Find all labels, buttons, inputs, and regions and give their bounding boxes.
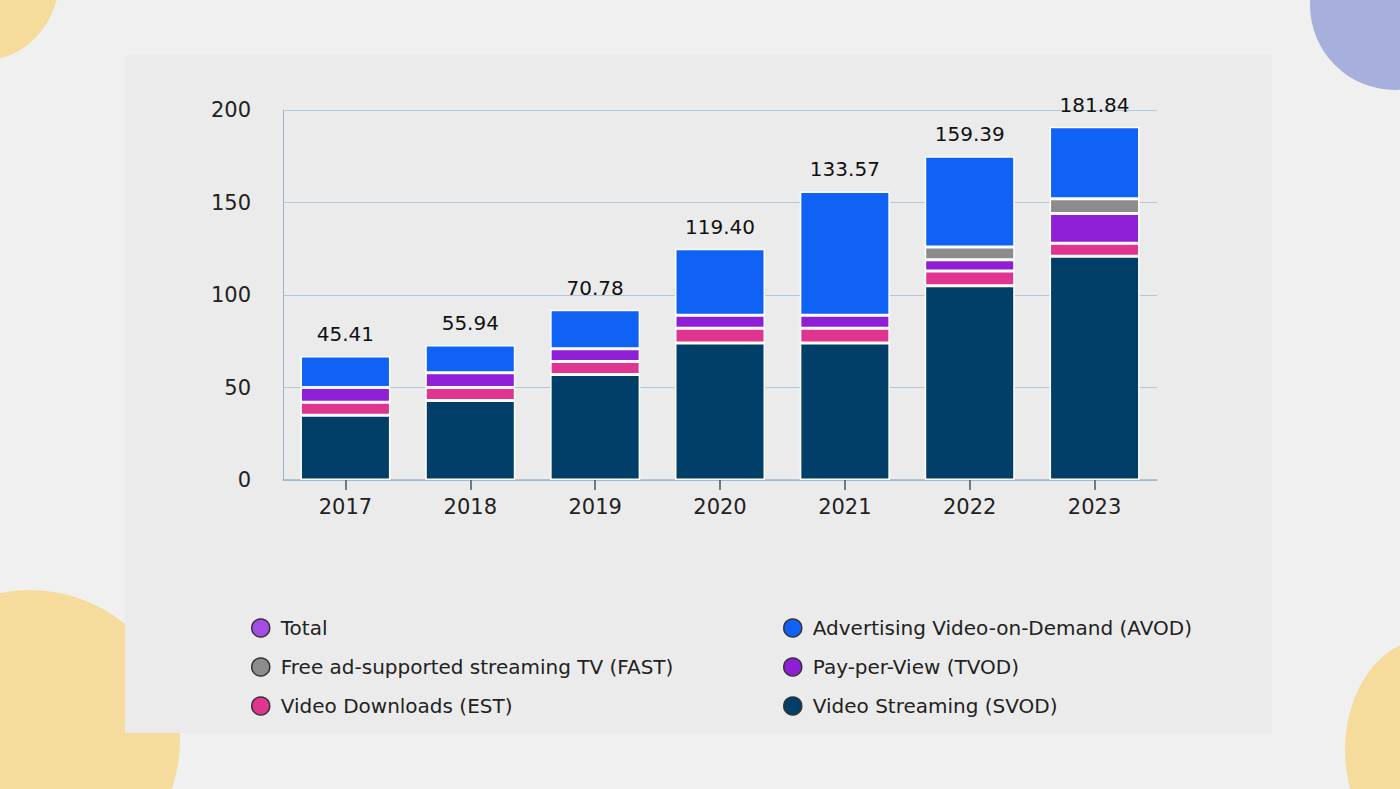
svg-text:50: 50 <box>224 376 251 400</box>
svg-text:2019: 2019 <box>568 495 621 519</box>
svg-text:2020: 2020 <box>693 495 746 519</box>
svg-text:45.41: 45.41 <box>317 322 374 346</box>
svg-text:2023: 2023 <box>1068 495 1121 519</box>
svg-text:133.57: 133.57 <box>810 157 880 181</box>
svg-text:2017: 2017 <box>319 495 372 519</box>
svg-text:Free ad-supported streaming TV: Free ad-supported streaming TV (FAST) <box>281 655 674 679</box>
svg-text:2021: 2021 <box>818 495 871 519</box>
svg-text:Advertising Video-on-Demand (A: Advertising Video-on-Demand (AVOD) <box>813 616 1192 640</box>
svg-text:2022: 2022 <box>943 495 996 519</box>
svg-text:0: 0 <box>238 468 251 492</box>
svg-text:100: 100 <box>211 283 251 307</box>
svg-text:159.39: 159.39 <box>935 122 1005 146</box>
svg-text:Pay-per-View (TVOD): Pay-per-View (TVOD) <box>813 655 1019 679</box>
svg-text:181.84: 181.84 <box>1060 93 1130 117</box>
svg-text:119.40: 119.40 <box>685 215 755 239</box>
svg-text:Video Streaming (SVOD): Video Streaming (SVOD) <box>813 694 1058 718</box>
svg-text:150: 150 <box>211 191 251 215</box>
svg-text:Total: Total <box>280 616 328 640</box>
svg-text:2018: 2018 <box>444 495 497 519</box>
svg-text:200: 200 <box>211 98 251 122</box>
svg-text:55.94: 55.94 <box>442 311 499 335</box>
svg-text:Video Downloads (EST): Video Downloads (EST) <box>281 694 513 718</box>
svg-text:70.78: 70.78 <box>567 276 624 300</box>
